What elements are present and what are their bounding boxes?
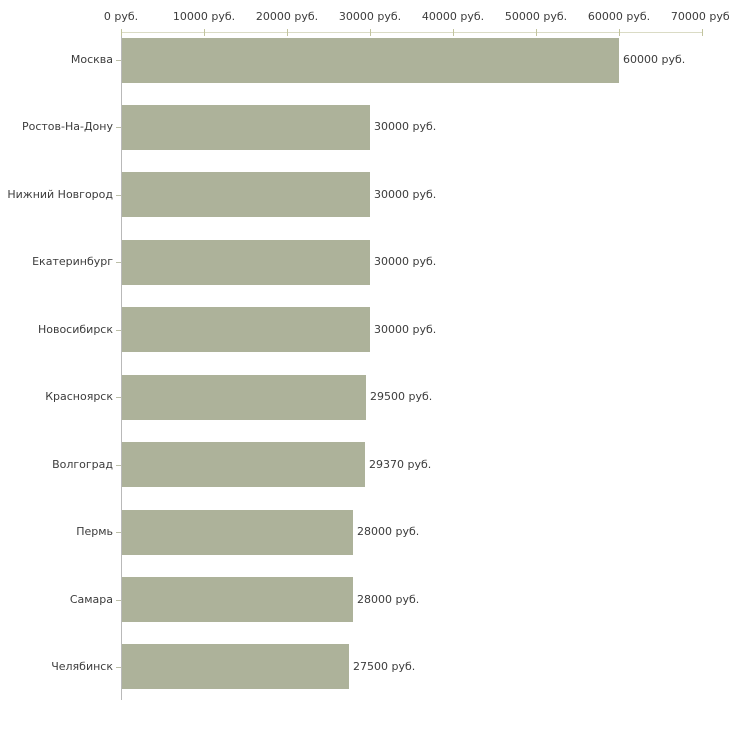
value-label: 30000 руб. <box>374 255 437 268</box>
y-axis-tick <box>116 465 121 466</box>
x-axis-tick-label: 20000 руб. <box>255 10 319 23</box>
category-label: Челябинск <box>51 660 113 673</box>
category-label: Нижний Новгород <box>7 188 113 201</box>
value-label: 30000 руб. <box>374 188 437 201</box>
y-axis-tick <box>116 667 121 668</box>
value-label: 27500 руб. <box>353 660 416 673</box>
bar <box>122 172 370 218</box>
category-label: Волгоград <box>52 458 113 471</box>
x-axis-tick-label: 50000 руб. <box>504 10 568 23</box>
bar <box>122 239 370 285</box>
category-label: Ростов-На-Дону <box>21 120 113 133</box>
category-label: Пермь <box>76 525 113 538</box>
x-axis-tick <box>702 29 703 36</box>
y-axis-tick <box>116 195 121 196</box>
y-axis-tick <box>116 600 121 601</box>
bar <box>122 644 349 690</box>
x-axis-tick <box>453 29 454 36</box>
value-label: 28000 руб. <box>357 593 420 606</box>
bar <box>122 374 366 420</box>
bar <box>122 442 365 488</box>
x-axis-tick <box>121 29 122 36</box>
bar <box>122 307 370 353</box>
y-axis-tick <box>116 60 121 61</box>
y-axis-tick <box>116 262 121 263</box>
category-label: Самара <box>69 593 113 606</box>
x-axis-tick-label: 0 руб. <box>103 10 139 23</box>
x-axis-tick-label: 30000 руб. <box>338 10 402 23</box>
x-axis-tick-label: 10000 руб. <box>172 10 236 23</box>
bar <box>122 509 353 555</box>
x-axis-tick <box>204 29 205 36</box>
y-axis-line <box>121 32 122 700</box>
bar <box>122 104 370 150</box>
x-axis-tick-label: 70000 руб. <box>670 10 730 23</box>
x-axis-tick-label: 60000 руб. <box>587 10 651 23</box>
x-axis-tick-label: 40000 руб. <box>421 10 485 23</box>
x-axis-tick <box>370 29 371 36</box>
category-label: Красноярск <box>45 390 113 403</box>
x-axis-tick <box>287 29 288 36</box>
category-label: Новосибирск <box>37 323 113 336</box>
x-axis-tick <box>619 29 620 36</box>
y-axis-tick <box>116 532 121 533</box>
y-axis-tick <box>116 330 121 331</box>
value-label: 28000 руб. <box>357 525 420 538</box>
category-label: Москва <box>70 53 113 66</box>
value-label: 30000 руб. <box>374 120 437 133</box>
y-axis-tick <box>116 397 121 398</box>
x-axis-line <box>121 32 703 33</box>
y-axis-tick <box>116 127 121 128</box>
value-label: 29500 руб. <box>370 390 433 403</box>
value-label: 60000 руб. <box>623 53 686 66</box>
category-label: Екатеринбург <box>32 255 113 268</box>
x-axis-tick <box>536 29 537 36</box>
value-label: 30000 руб. <box>374 323 437 336</box>
bar <box>122 37 619 83</box>
bar <box>122 577 353 623</box>
value-label: 29370 руб. <box>369 458 432 471</box>
